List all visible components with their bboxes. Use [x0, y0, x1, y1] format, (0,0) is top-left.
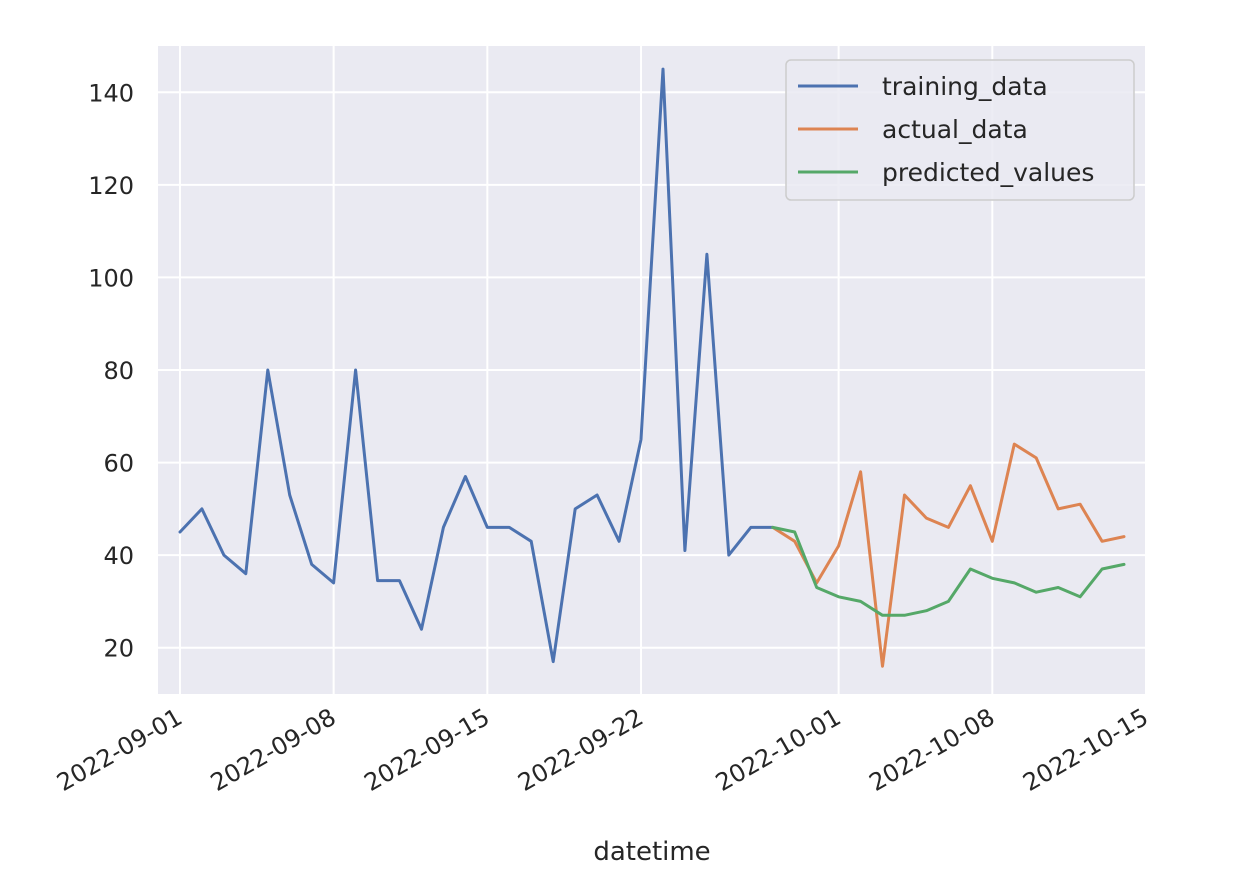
- data-point-actual_data: [1034, 456, 1038, 460]
- data-point-predicted_values: [1012, 581, 1016, 585]
- x-axis-ticks: 2022-09-01 2022-09-08 2022-09-15 2022-09-22…: [52, 703, 1153, 797]
- data-point-actual_data: [903, 493, 907, 497]
- data-point-training_data: [705, 252, 709, 256]
- series-line-predicted_values: [771, 525, 1126, 617]
- data-point-training_data: [266, 368, 270, 372]
- x-axis-label: datetime: [593, 837, 710, 867]
- data-point-actual_data: [859, 470, 863, 474]
- data-point-training_data: [485, 525, 489, 529]
- data-point-training_data: [507, 525, 511, 529]
- x-tick-label: 2022-09-01: [52, 703, 187, 797]
- y-tick-label: 80: [103, 357, 134, 385]
- y-tick-label: 120: [88, 172, 134, 200]
- data-point-training_data: [420, 627, 424, 631]
- y-tick-label: 20: [103, 635, 134, 663]
- data-point-training_data: [441, 525, 445, 529]
- data-point-predicted_values: [881, 613, 885, 617]
- data-point-predicted_values: [1056, 586, 1060, 590]
- data-point-actual_data: [924, 516, 928, 520]
- x-tick-label: 2022-09-22: [513, 703, 648, 797]
- data-point-actual_data: [1100, 539, 1104, 543]
- data-point-training_data: [639, 437, 643, 441]
- y-axis-ticks: 20 40 60 80 100 120 140: [88, 79, 134, 662]
- x-tick-label: 2022-09-15: [360, 703, 495, 797]
- data-point-training_data: [595, 493, 599, 497]
- x-tick-label: 2022-10-01: [711, 703, 846, 797]
- x-tick-label: 2022-10-15: [1018, 703, 1153, 797]
- data-point-predicted_values: [946, 599, 950, 603]
- data-point-training_data: [332, 581, 336, 585]
- data-point-predicted_values: [793, 530, 797, 534]
- data-point-predicted_values: [771, 525, 775, 529]
- y-tick-label: 140: [88, 79, 134, 107]
- data-point-actual_data: [1122, 535, 1126, 539]
- data-point-training_data: [551, 660, 555, 664]
- series-lines: [178, 67, 1126, 668]
- data-point-training_data: [661, 67, 665, 71]
- data-point-actual_data: [881, 664, 885, 668]
- y-tick-label: 100: [88, 264, 134, 292]
- data-point-training_data: [573, 507, 577, 511]
- y-tick-label: 60: [103, 450, 134, 478]
- data-point-actual_data: [793, 539, 797, 543]
- data-point-training_data: [354, 368, 358, 372]
- data-point-training_data: [222, 553, 226, 557]
- data-point-predicted_values: [903, 613, 907, 617]
- data-point-actual_data: [968, 484, 972, 488]
- legend-box: [785, 59, 1135, 201]
- grid-lines: [158, 46, 1147, 694]
- data-point-actual_data: [1012, 442, 1016, 446]
- data-point-training_data: [463, 475, 467, 479]
- data-point-training_data: [310, 562, 314, 566]
- data-point-actual_data: [946, 525, 950, 529]
- data-point-actual_data: [1056, 507, 1060, 511]
- x-tick-label: 2022-09-08: [206, 703, 341, 797]
- data-point-training_data: [683, 549, 687, 553]
- data-point-training_data: [749, 525, 753, 529]
- data-point-predicted_values: [815, 586, 819, 590]
- data-point-actual_data: [990, 539, 994, 543]
- data-point-training_data: [376, 579, 380, 583]
- data-point-predicted_values: [924, 609, 928, 613]
- data-point-actual_data: [837, 544, 841, 548]
- legend-label: predicted_values: [882, 158, 1094, 187]
- data-point-training_data: [178, 530, 182, 534]
- data-point-actual_data: [1078, 502, 1082, 506]
- legend-label: training_data: [882, 72, 1048, 101]
- data-point-training_data: [244, 572, 248, 576]
- data-point-training_data: [727, 553, 731, 557]
- legend: training_data actual_data predicted_values: [785, 59, 1135, 201]
- data-point-training_data: [529, 539, 533, 543]
- series-line-actual_data: [771, 442, 1126, 668]
- legend-label: actual_data: [882, 115, 1028, 144]
- data-point-predicted_values: [990, 576, 994, 580]
- data-point-training_data: [398, 579, 402, 583]
- data-point-predicted_values: [968, 567, 972, 571]
- data-point-predicted_values: [1122, 562, 1126, 566]
- x-tick-label: 2022-10-08: [865, 703, 1000, 797]
- data-point-predicted_values: [1034, 590, 1038, 594]
- data-point-predicted_values: [837, 595, 841, 599]
- y-tick-label: 40: [103, 542, 134, 570]
- data-point-predicted_values: [1100, 567, 1104, 571]
- data-point-training_data: [617, 539, 621, 543]
- series-line-training_data: [178, 67, 775, 664]
- data-point-training_data: [200, 507, 204, 511]
- data-point-predicted_values: [859, 599, 863, 603]
- data-point-training_data: [288, 493, 292, 497]
- data-point-predicted_values: [1078, 595, 1082, 599]
